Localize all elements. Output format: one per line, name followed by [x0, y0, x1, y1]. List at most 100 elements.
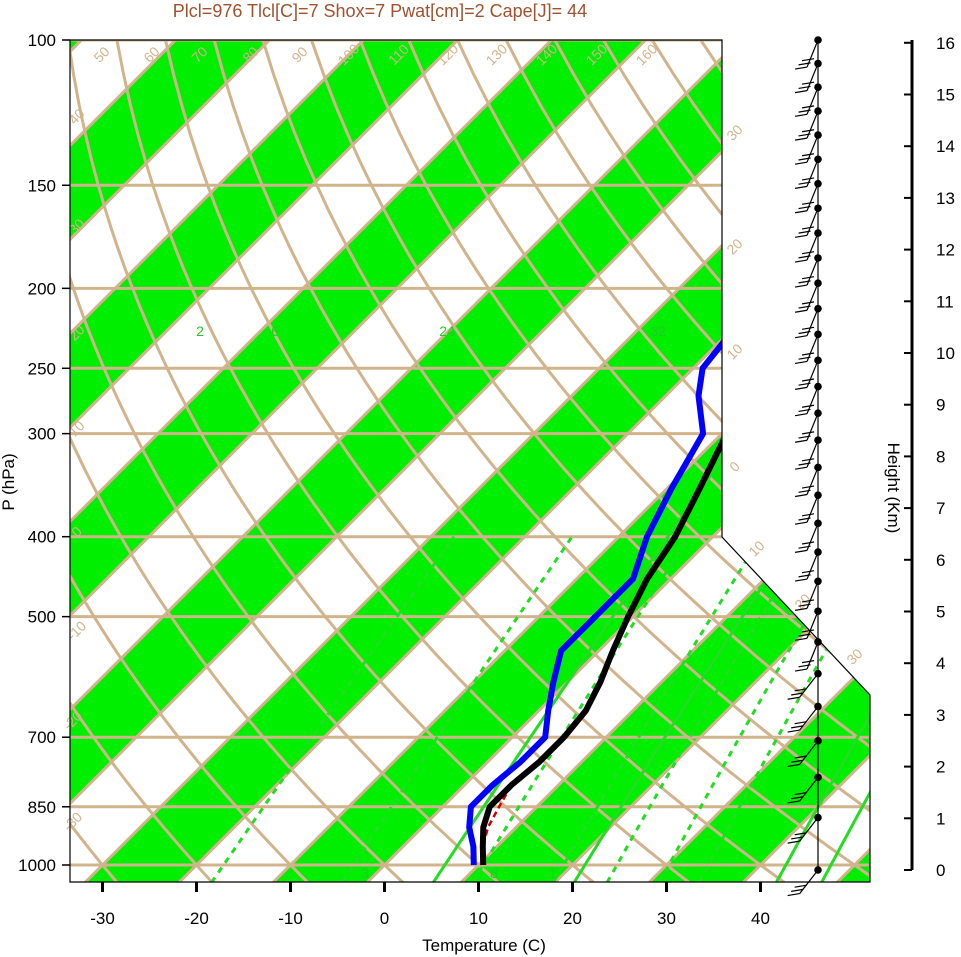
wind-barb-feather — [801, 629, 815, 633]
temperature-tick-label: -10 — [278, 909, 303, 928]
wind-barb-feather — [794, 66, 808, 70]
wind-barb-feather — [801, 58, 815, 62]
height-tick-label: 11 — [936, 292, 954, 311]
pressure-tick-label: 200 — [28, 279, 56, 298]
wind-barb-feather — [794, 688, 807, 692]
isotherm-label: 90 — [288, 43, 310, 65]
wind-barb-feather — [798, 205, 811, 210]
wind-barb-feather — [801, 352, 815, 356]
height-tick-label: 13 — [936, 189, 955, 208]
temperature-tick-label: -20 — [184, 909, 209, 928]
dry-adiabat-line — [310, 40, 870, 882]
wind-barb-feather — [794, 466, 808, 470]
wind-barb-feather — [801, 226, 815, 230]
temperature-axis: -30 -20 -10 0 10 20 30 40 — [90, 882, 770, 928]
isotherm-line — [70, 40, 385, 882]
wind-barb-feather — [791, 692, 804, 696]
wind-barb-feather — [794, 493, 808, 498]
isotherm-line — [70, 40, 761, 882]
wind-barb-feather — [794, 884, 807, 888]
height-tick-label: 0 — [936, 861, 945, 880]
wind-barb-feather — [794, 161, 808, 165]
temperature-tick-label: 40 — [751, 909, 770, 928]
pressure-tick-label: 1000 — [18, 856, 56, 875]
wind-barb-feather — [801, 485, 815, 489]
wind-barb-feather — [794, 210, 808, 214]
wind-barb-feather — [801, 153, 815, 157]
wind-barb-feather — [801, 431, 815, 435]
isotherm-label: 10 — [65, 417, 87, 439]
temperature-profile — [479, 40, 870, 866]
pressure-axis: 100 150 200 250 300 400 500 700 850 1000 — [18, 31, 70, 875]
pressure-tick-label: 850 — [28, 798, 56, 817]
wind-barb-feather — [801, 276, 815, 280]
x-axis-title: Temperature (C) — [422, 936, 546, 955]
temperature-band — [70, 40, 844, 882]
mixing-ratio-line — [605, 535, 811, 882]
isotherm-label: -10 — [64, 618, 90, 644]
wind-barb-feather — [801, 599, 815, 603]
wind-barb-feather — [794, 137, 808, 141]
dry-adiabat-line — [261, 40, 870, 882]
isotherm-label: 130 — [483, 40, 511, 68]
wind-barb-feather — [798, 133, 811, 137]
temperature-band — [443, 40, 870, 882]
isotherm-label: 0 — [726, 458, 743, 475]
moist-adiabat-line — [820, 337, 870, 882]
wind-barb-feather — [794, 832, 807, 836]
wind-barb-feather — [798, 462, 811, 466]
mixing-ratio-line — [210, 535, 456, 882]
isotherm-line — [70, 40, 667, 882]
wind-barb-feather — [794, 113, 808, 117]
wind-barb-feather — [801, 105, 815, 109]
wind-barb-feather — [798, 157, 811, 161]
dry-adiabat-line — [164, 40, 786, 882]
mixing-ratio-label: 8 — [490, 865, 498, 881]
wind-barb-feather — [791, 796, 804, 800]
wind-barb-feather — [791, 836, 804, 840]
wind-barb-feather — [787, 840, 800, 844]
dry-adiabat-line — [115, 40, 691, 882]
wind-barb-feather — [787, 696, 800, 700]
temperature-band — [70, 40, 656, 882]
wind-barb-feather — [794, 607, 808, 611]
wind-barb-feather — [798, 382, 811, 386]
wind-barb-feather — [798, 408, 811, 413]
wind-barb-feather — [798, 489, 811, 493]
mixing-ratio-label: 3 — [361, 865, 369, 881]
height-tick-label: 16 — [936, 34, 955, 53]
wind-barb-feather — [798, 255, 811, 259]
height-tick-label: 8 — [936, 447, 945, 466]
wind-barb-feather — [794, 309, 808, 313]
isotherm-label: 30 — [843, 645, 865, 667]
plot-frame — [69, 39, 871, 883]
wind-barb-feather — [794, 578, 808, 582]
height-tick-label: 6 — [936, 551, 945, 570]
temperature-tick-label: 20 — [563, 909, 582, 928]
wind-barb-feather — [798, 603, 811, 607]
isotherm-label: -30 — [60, 809, 86, 835]
wind-barb-feather — [798, 62, 811, 66]
wind-barb-feather — [787, 729, 800, 733]
chart-title: Plcl=976 Tlcl[C]=7 Shox=7 Pwat[cm]=2 Cap… — [173, 1, 587, 21]
wind-barb-feather — [794, 791, 807, 796]
temperature-tick-label: -30 — [90, 909, 115, 928]
wind-barb-feather — [798, 85, 811, 89]
temperature-tick-label: 0 — [380, 909, 389, 928]
pressure-tick-label: 500 — [28, 608, 56, 627]
temperature-tick-label: 30 — [657, 909, 676, 928]
wind-barb-feather — [801, 570, 815, 574]
wind-barb-feather — [801, 660, 815, 664]
wind-barb-feather — [798, 280, 811, 284]
height-tick-label: 2 — [936, 758, 945, 777]
mixing-ratio-line — [471, 535, 691, 882]
wind-barb-feather — [798, 633, 811, 637]
wind-barb-feather — [801, 541, 815, 545]
wind-barbs — [787, 36, 822, 897]
isotherm-line — [70, 40, 573, 882]
wind-barb-feather — [794, 413, 808, 417]
pressure-tick-label: 300 — [28, 425, 56, 444]
wind-barb-feather — [794, 360, 808, 365]
